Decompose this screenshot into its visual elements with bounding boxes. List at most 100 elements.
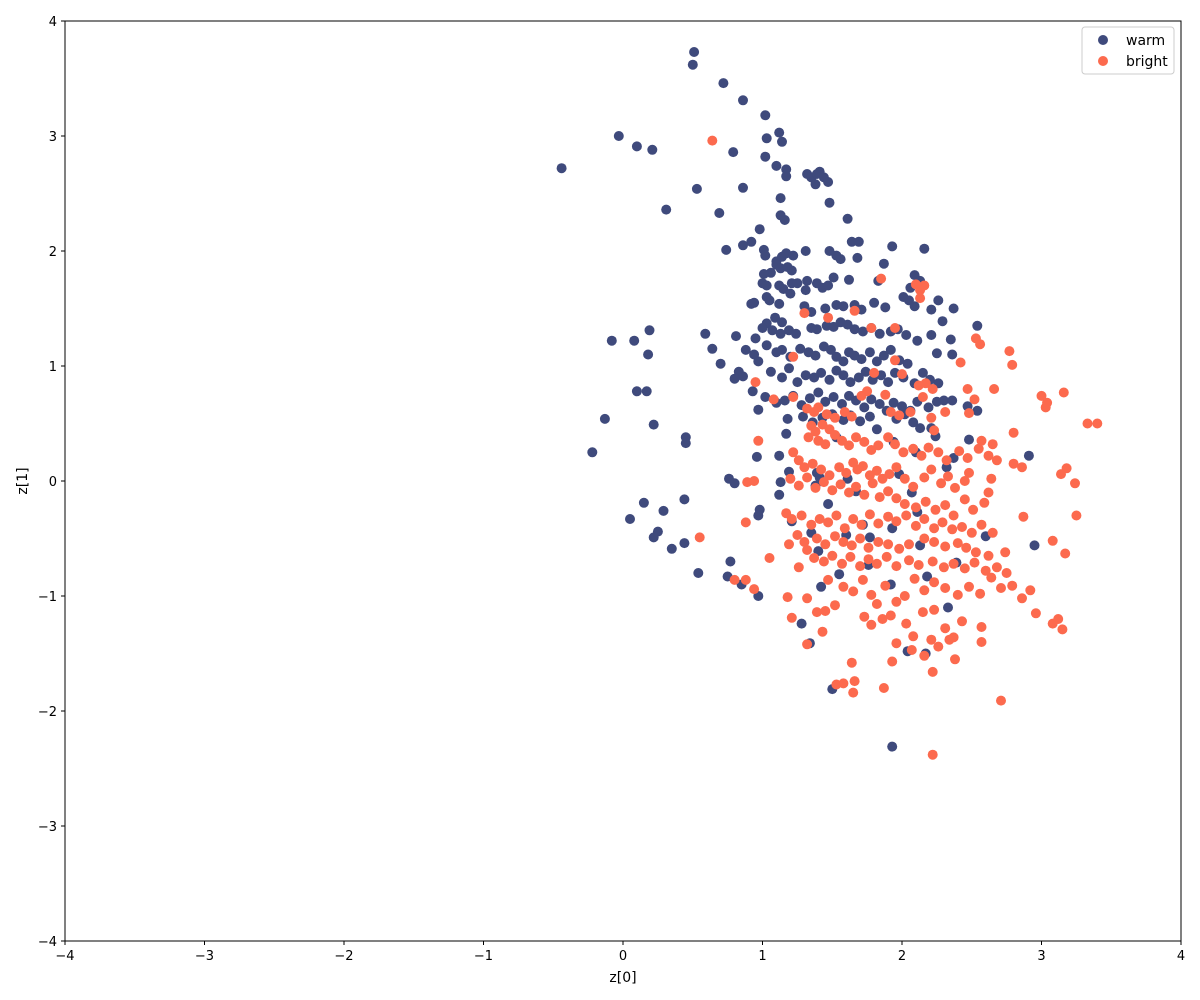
point-warm xyxy=(788,250,799,261)
point-warm xyxy=(750,333,761,344)
point-warm xyxy=(864,532,875,543)
point-warm xyxy=(799,301,810,312)
point-bright xyxy=(943,471,953,482)
point-bright xyxy=(901,510,912,521)
point-warm xyxy=(849,324,860,335)
point-bright xyxy=(975,339,986,350)
point-warm xyxy=(825,344,836,355)
point-bright xyxy=(916,450,927,461)
point-warm xyxy=(943,602,953,613)
x-tick-label: −1 xyxy=(474,949,493,964)
point-warm xyxy=(885,344,896,355)
point-warm xyxy=(824,374,835,385)
point-warm xyxy=(738,240,748,251)
point-bright xyxy=(919,472,930,483)
point-bright xyxy=(920,378,931,389)
point-bright xyxy=(927,749,938,760)
point-warm xyxy=(760,250,771,261)
point-warm xyxy=(792,377,803,388)
point-warm xyxy=(777,317,787,328)
point-bright xyxy=(926,634,937,645)
point-warm xyxy=(782,413,793,424)
point-warm xyxy=(738,182,748,193)
point-warm xyxy=(856,354,867,365)
point-bright xyxy=(830,531,840,542)
point-bright xyxy=(831,679,842,690)
point-warm xyxy=(765,366,776,377)
point-warm xyxy=(835,254,846,265)
point-bright xyxy=(976,622,987,632)
point-bright xyxy=(782,592,793,603)
point-bright xyxy=(873,518,884,529)
point-bright xyxy=(831,510,842,521)
point-bright xyxy=(890,323,900,333)
point-bright xyxy=(827,550,838,561)
x-tick-label: 2 xyxy=(898,949,906,964)
point-bright xyxy=(1001,568,1012,578)
point-warm xyxy=(908,417,919,428)
legend: warm bright xyxy=(1081,26,1175,75)
point-bright xyxy=(940,500,951,511)
point-bright xyxy=(959,494,970,505)
point-warm xyxy=(643,349,654,360)
point-bright xyxy=(816,464,827,475)
point-bright xyxy=(890,439,900,450)
point-warm xyxy=(845,377,856,388)
point-bright xyxy=(867,478,878,489)
point-bright xyxy=(933,447,944,458)
point-bright xyxy=(973,443,984,454)
y-tick-label: −3 xyxy=(38,820,57,835)
point-warm xyxy=(810,350,821,361)
point-bright xyxy=(811,607,822,618)
plot-area xyxy=(65,21,1181,941)
point-warm xyxy=(758,269,769,279)
point-warm xyxy=(786,265,797,276)
point-bright xyxy=(873,440,884,451)
point-bright xyxy=(848,586,859,597)
point-bright xyxy=(976,435,987,446)
point-bright xyxy=(940,583,951,593)
point-bright xyxy=(880,389,891,400)
point-bright xyxy=(786,612,797,623)
point-bright xyxy=(839,523,850,534)
point-bright xyxy=(987,439,998,450)
point-bright xyxy=(750,377,761,388)
point-bright xyxy=(859,611,870,622)
point-warm xyxy=(937,316,948,327)
point-warm xyxy=(689,47,700,57)
point-warm xyxy=(887,241,898,252)
point-bright xyxy=(856,519,867,530)
point-warm xyxy=(810,179,821,190)
point-warm xyxy=(931,348,942,359)
point-bright xyxy=(803,432,814,443)
point-bright xyxy=(919,533,930,544)
point-bright xyxy=(848,514,859,524)
point-warm xyxy=(725,556,736,567)
y-tick-label: −4 xyxy=(38,935,57,950)
point-bright xyxy=(866,619,877,630)
point-bright xyxy=(871,465,882,476)
x-tick-label: −4 xyxy=(55,949,74,964)
point-bright xyxy=(927,556,938,567)
point-bright xyxy=(919,585,930,596)
point-bright xyxy=(799,537,810,547)
x-tick-label: 1 xyxy=(758,949,766,964)
point-warm xyxy=(775,193,786,204)
point-bright xyxy=(1082,418,1093,429)
point-bright xyxy=(814,514,825,524)
point-bright xyxy=(768,394,779,405)
point-bright xyxy=(923,442,934,453)
point-bright xyxy=(950,654,960,665)
point-warm xyxy=(760,110,771,121)
point-warm xyxy=(746,298,757,309)
point-bright xyxy=(802,639,813,650)
point-bright xyxy=(964,581,974,592)
point-bright xyxy=(851,432,861,443)
point-warm xyxy=(785,288,796,299)
point-warm xyxy=(859,402,870,413)
y-tick-label: 1 xyxy=(49,360,57,375)
point-warm xyxy=(753,356,764,367)
point-bright xyxy=(740,574,751,585)
point-warm xyxy=(864,347,875,358)
point-bright xyxy=(1092,418,1103,429)
